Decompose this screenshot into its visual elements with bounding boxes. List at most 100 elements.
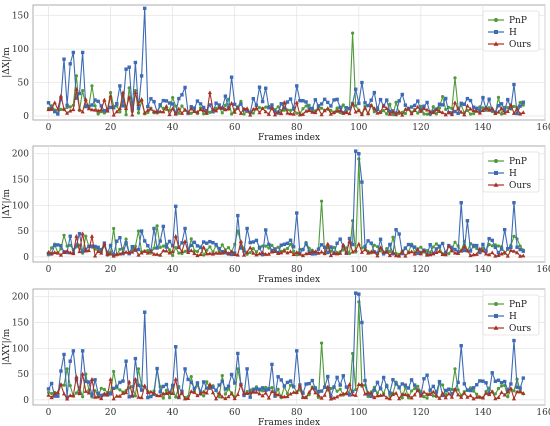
data-point xyxy=(301,247,305,252)
data-point xyxy=(77,91,82,96)
data-point xyxy=(512,82,516,87)
data-point xyxy=(112,369,116,374)
data-point xyxy=(400,249,405,253)
data-point xyxy=(77,231,82,236)
data-point xyxy=(288,391,293,396)
data-point xyxy=(360,320,364,325)
data-point xyxy=(490,106,495,111)
data-point xyxy=(183,85,187,90)
data-point xyxy=(241,106,247,111)
data-point xyxy=(347,251,352,256)
data-point xyxy=(251,250,256,255)
data-point xyxy=(241,252,247,257)
data-point xyxy=(424,107,430,112)
data-point xyxy=(400,112,405,117)
data-point xyxy=(62,57,66,61)
data-point xyxy=(499,106,504,110)
data-point xyxy=(487,97,491,101)
data-point xyxy=(487,106,491,110)
data-point xyxy=(300,395,306,399)
data-point xyxy=(313,249,318,254)
data-point xyxy=(62,233,66,237)
data-point xyxy=(232,109,237,114)
data-point xyxy=(381,252,386,256)
data-point xyxy=(260,386,265,390)
data-point xyxy=(360,180,364,184)
data-point xyxy=(186,396,191,400)
data-point xyxy=(487,107,492,112)
data-point xyxy=(46,387,51,391)
data-point xyxy=(481,106,485,110)
data-point xyxy=(366,390,371,395)
data-point xyxy=(146,244,150,248)
data-point xyxy=(514,389,520,394)
data-point xyxy=(171,95,175,100)
data-point xyxy=(46,390,51,395)
x-tick-label: 60 xyxy=(229,123,241,133)
data-point xyxy=(350,389,355,394)
data-point xyxy=(123,106,129,111)
data-point xyxy=(96,245,100,250)
data-point xyxy=(502,392,507,397)
data-point xyxy=(142,383,147,388)
data-point xyxy=(173,234,178,238)
data-point xyxy=(77,107,82,111)
data-point xyxy=(518,104,522,108)
y-tick-label: 100 xyxy=(12,344,29,354)
x-tick-label: 80 xyxy=(291,408,303,418)
data-point xyxy=(142,110,147,115)
data-point xyxy=(400,382,404,386)
data-point xyxy=(220,111,224,115)
data-point xyxy=(121,104,125,108)
data-point xyxy=(177,111,181,115)
panel-3: 0 20 40 60 80 100 120 140 160 0 50 100 150 200 Frames … xyxy=(2,288,550,426)
data-point xyxy=(403,107,408,111)
data-point xyxy=(316,392,321,397)
data-point xyxy=(223,392,227,396)
data-point xyxy=(242,393,246,398)
data-point xyxy=(198,391,203,396)
data-point xyxy=(297,383,302,388)
data-point xyxy=(307,251,312,255)
data-point xyxy=(207,382,212,386)
data-point xyxy=(261,389,265,393)
data-point xyxy=(236,367,240,371)
data-point xyxy=(456,380,460,385)
data-point xyxy=(506,105,510,110)
data-point xyxy=(375,391,380,395)
data-point xyxy=(360,80,364,85)
data-point xyxy=(397,396,402,401)
data-point xyxy=(236,213,240,218)
data-point xyxy=(403,392,408,397)
data-point xyxy=(472,389,476,393)
legend-marker xyxy=(493,182,499,187)
data-point xyxy=(366,103,370,108)
data-point xyxy=(56,243,60,247)
data-point xyxy=(204,390,209,395)
data-point xyxy=(356,241,361,246)
data-point xyxy=(92,107,98,112)
data-point xyxy=(453,367,457,371)
y-axis-label: |ΔY|/m xyxy=(2,189,12,220)
data-point xyxy=(248,245,253,250)
data-point xyxy=(105,392,110,397)
data-point xyxy=(248,390,253,395)
data-point xyxy=(359,382,365,386)
data-point xyxy=(322,97,327,102)
data-point xyxy=(270,103,274,107)
data-point xyxy=(161,244,165,248)
data-point xyxy=(481,95,485,100)
data-point xyxy=(170,383,175,388)
data-point xyxy=(502,108,507,112)
data-point xyxy=(493,245,498,250)
data-point xyxy=(509,106,513,110)
data-point xyxy=(478,379,482,383)
data-point xyxy=(80,231,85,236)
data-point xyxy=(179,249,185,254)
data-point xyxy=(313,110,318,115)
data-point xyxy=(357,152,361,156)
data-point xyxy=(99,396,104,401)
data-point xyxy=(213,250,219,255)
data-point xyxy=(276,251,281,256)
data-point xyxy=(419,245,423,249)
